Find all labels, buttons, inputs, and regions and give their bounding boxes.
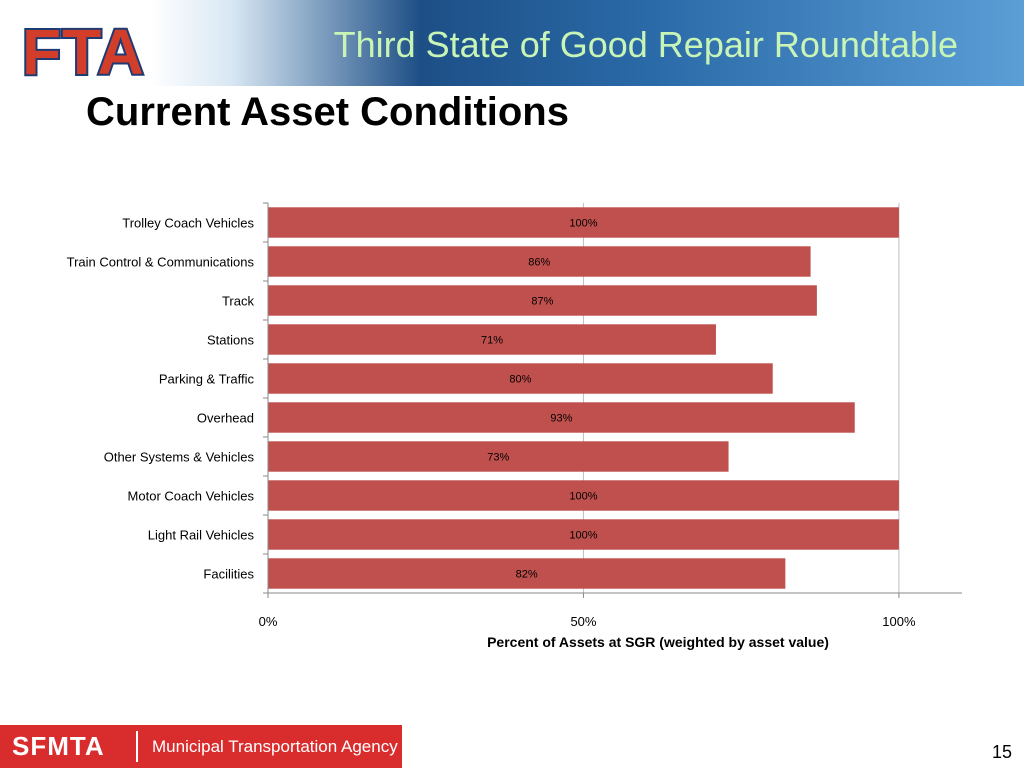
category-label-4: Stations [207, 333, 254, 348]
data-label-8: 100% [569, 491, 597, 503]
bar-chart: 100% Trolley Coach Vehicles 86% Train Contr… [67, 202, 962, 650]
bar-6 [268, 402, 855, 433]
bar-4 [268, 324, 716, 355]
x-tick-label-1: 0% [259, 614, 278, 629]
x-axis-title: Percent of Assets at SGR (weighted by as… [487, 634, 829, 650]
category-label-8: Motor Coach Vehicles [128, 489, 255, 504]
data-label-10: 82% [516, 569, 538, 581]
category-label-9: Light Rail Vehicles [148, 528, 255, 543]
x-tick-label-3: 100% [882, 614, 916, 629]
bar-8 [268, 480, 899, 511]
category-label-5: Parking & Traffic [159, 372, 255, 387]
data-label-9: 100% [569, 530, 597, 542]
data-label-3: 87% [531, 296, 553, 308]
data-label-2: 86% [528, 257, 550, 269]
data-label-5: 80% [509, 374, 531, 386]
bar-1 [268, 207, 899, 238]
bar-9 [268, 519, 899, 550]
agency-name: Municipal Transportation Agency [152, 737, 398, 756]
data-label-6: 93% [550, 413, 572, 425]
bar-2 [268, 246, 811, 277]
category-label-2: Train Control & Communications [67, 255, 255, 270]
slide-title: Current Asset Conditions [86, 90, 569, 134]
fta-logo: FTA [20, 16, 146, 88]
data-label-1: 100% [569, 218, 597, 230]
category-label-3: Track [222, 294, 255, 309]
category-label-6: Overhead [197, 411, 254, 426]
page-number: 15 [991, 742, 1012, 762]
bar-10 [268, 558, 786, 589]
footer-divider [136, 731, 138, 762]
category-label-7: Other Systems & Vehicles [104, 450, 255, 465]
sfmta-logo-band: SFMTA Municipal Transportation Agency [0, 725, 402, 768]
category-label-1: Trolley Coach Vehicles [122, 216, 254, 231]
x-tick-label-2: 50% [570, 614, 596, 629]
bar-7 [268, 441, 729, 472]
deck-title: Third State of Good Repair Roundtable [333, 24, 958, 65]
sfmta-logo-text: SFMTA [12, 731, 105, 761]
category-label-10: Facilities [203, 567, 254, 582]
data-label-4: 71% [481, 335, 503, 347]
bar-5 [268, 363, 773, 394]
header-band [0, 0, 1024, 86]
data-label-7: 73% [487, 452, 509, 464]
bar-3 [268, 285, 817, 316]
